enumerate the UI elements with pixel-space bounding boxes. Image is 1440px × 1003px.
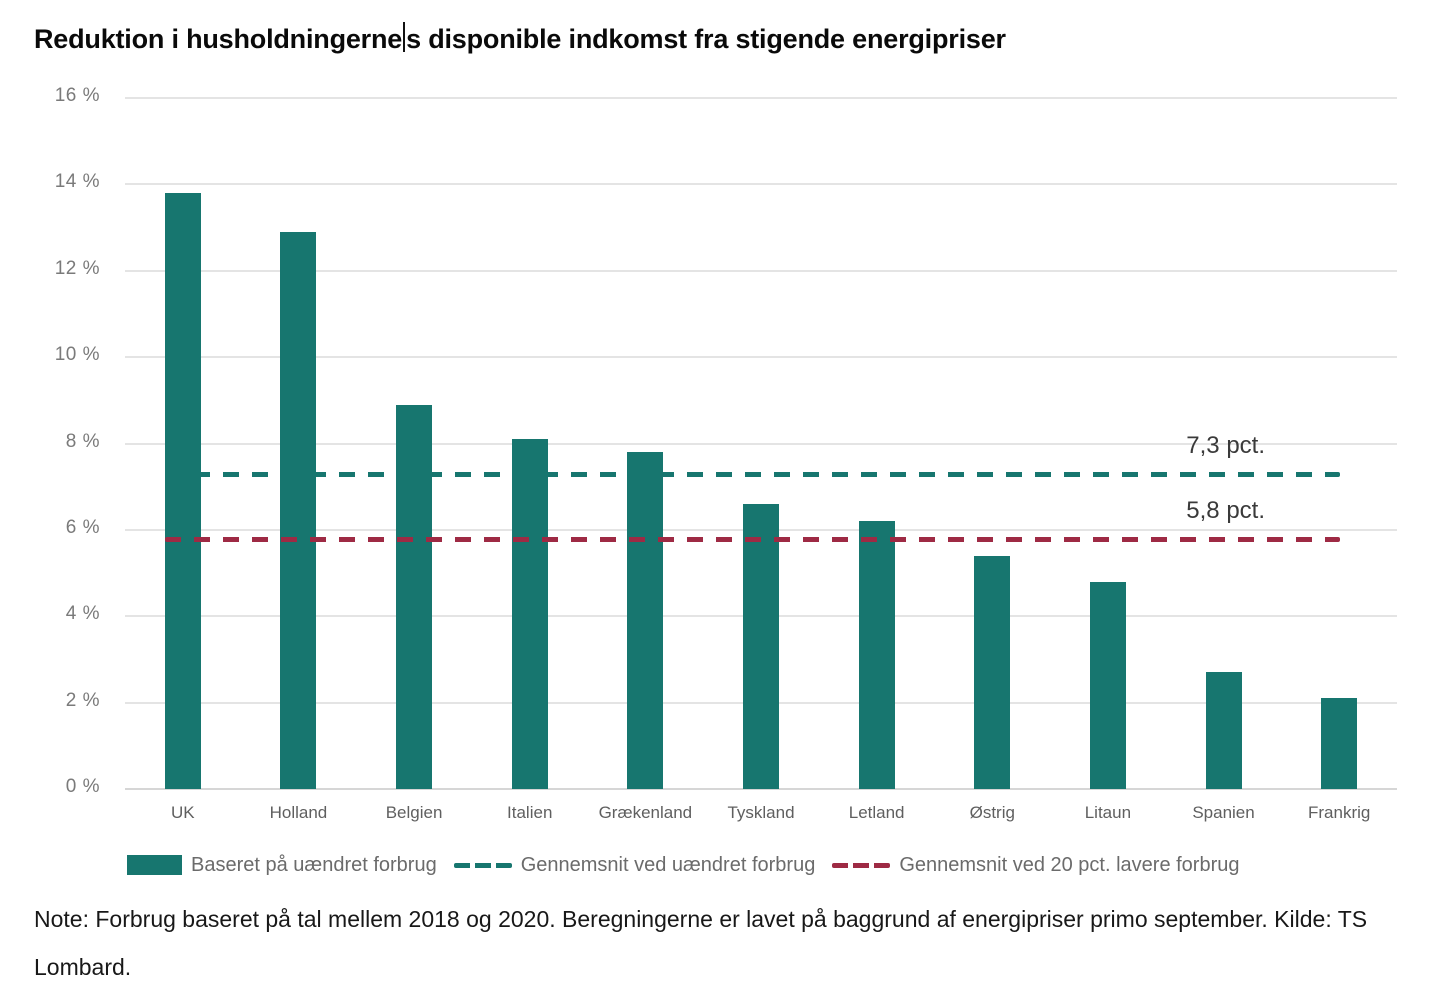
y-tick-label: 10 % — [54, 344, 100, 366]
x-tick-label-østrig: Østrig — [969, 803, 1015, 822]
text-cursor — [403, 22, 406, 52]
legend-label: Baseret på uændret forbrug — [191, 853, 437, 876]
bar-belgien — [396, 404, 433, 789]
legend-bar-swatch — [127, 855, 182, 875]
reference-line-average — [165, 471, 1340, 477]
chart-title-before-cursor: Reduktion i husholdningerne — [34, 24, 403, 54]
x-tick-label-uk: UK — [171, 803, 195, 822]
gridline-10pct — [125, 356, 1397, 359]
bar-holland — [280, 231, 317, 789]
gridline-8pct — [125, 442, 1397, 445]
legend-item: Baseret på uændret forbrug — [127, 854, 437, 877]
plot-area: 7,3 pct. 5,8 pct. — [125, 97, 1397, 790]
bar-spanien — [1205, 672, 1242, 789]
legend-item: Gennemsnit ved 20 pct. lavere forbrug — [832, 853, 1240, 877]
legend: Baseret på uændret forbrug Gennemsnit ved… — [127, 852, 1240, 878]
bar-grækenland — [627, 452, 664, 789]
reference-line-average-20pct-lower — [165, 536, 1340, 542]
y-tick-label: 6 % — [65, 516, 100, 538]
y-tick-label: 2 % — [65, 689, 100, 711]
x-tick-label-letland: Letland — [848, 803, 905, 822]
x-tick-label-spanien: Spanien — [1192, 803, 1255, 822]
legend-label: Gennemsnit ved 20 pct. lavere forbrug — [899, 853, 1240, 876]
gridline-14pct — [125, 183, 1397, 186]
chart-title: Reduktion i husholdningerne s disponible … — [34, 22, 1006, 55]
reference-line-annotation: 5,8 pct. — [1186, 496, 1265, 524]
legend-item: Gennemsnit ved uændret forbrug — [453, 853, 816, 877]
y-tick-label: 0 % — [65, 776, 100, 797]
x-tick-label-holland: Holland — [269, 803, 328, 822]
gridline-16pct — [125, 97, 1397, 99]
x-tick-label-grækenland: Grækenland — [598, 803, 693, 822]
reference-line-annotation: 7,3 pct. — [1186, 431, 1265, 459]
bar-letland — [858, 521, 895, 789]
y-tick-label: 14 % — [54, 171, 100, 193]
bar-italien — [511, 439, 548, 789]
bar-frankrig — [1321, 698, 1358, 789]
bar-litaun — [1089, 581, 1126, 789]
x-tick-label-frankrig: Frankrig — [1307, 803, 1371, 822]
legend-dash-swatch-icon — [453, 862, 512, 868]
bar-uk — [164, 193, 201, 789]
x-tick-label-tyskland: Tyskland — [727, 803, 795, 822]
chart-title-after-cursor: s disponible indkomst fra stigende energ… — [406, 24, 1006, 54]
gridline-12pct — [125, 269, 1397, 272]
y-tick-label: 4 % — [65, 603, 100, 625]
legend-label: Gennemsnit ved uændret forbrug — [520, 853, 816, 876]
gridline-0pct — [125, 788, 1397, 790]
note-text: Note: Forbrug baseret på tal mellem 2018… — [34, 906, 1368, 980]
y-tick-label: 16 % — [54, 85, 100, 106]
bar-tyskland — [743, 503, 779, 789]
y-tick-label: 12 % — [54, 257, 100, 279]
x-tick-label-italien: Italien — [507, 803, 553, 822]
x-tick-label-belgien: Belgien — [385, 803, 443, 822]
x-tick-label-litaun: Litaun — [1084, 803, 1132, 822]
legend-dash-swatch-icon — [832, 862, 891, 868]
bar-østrig — [974, 555, 1011, 789]
y-tick-label: 8 % — [65, 430, 100, 452]
